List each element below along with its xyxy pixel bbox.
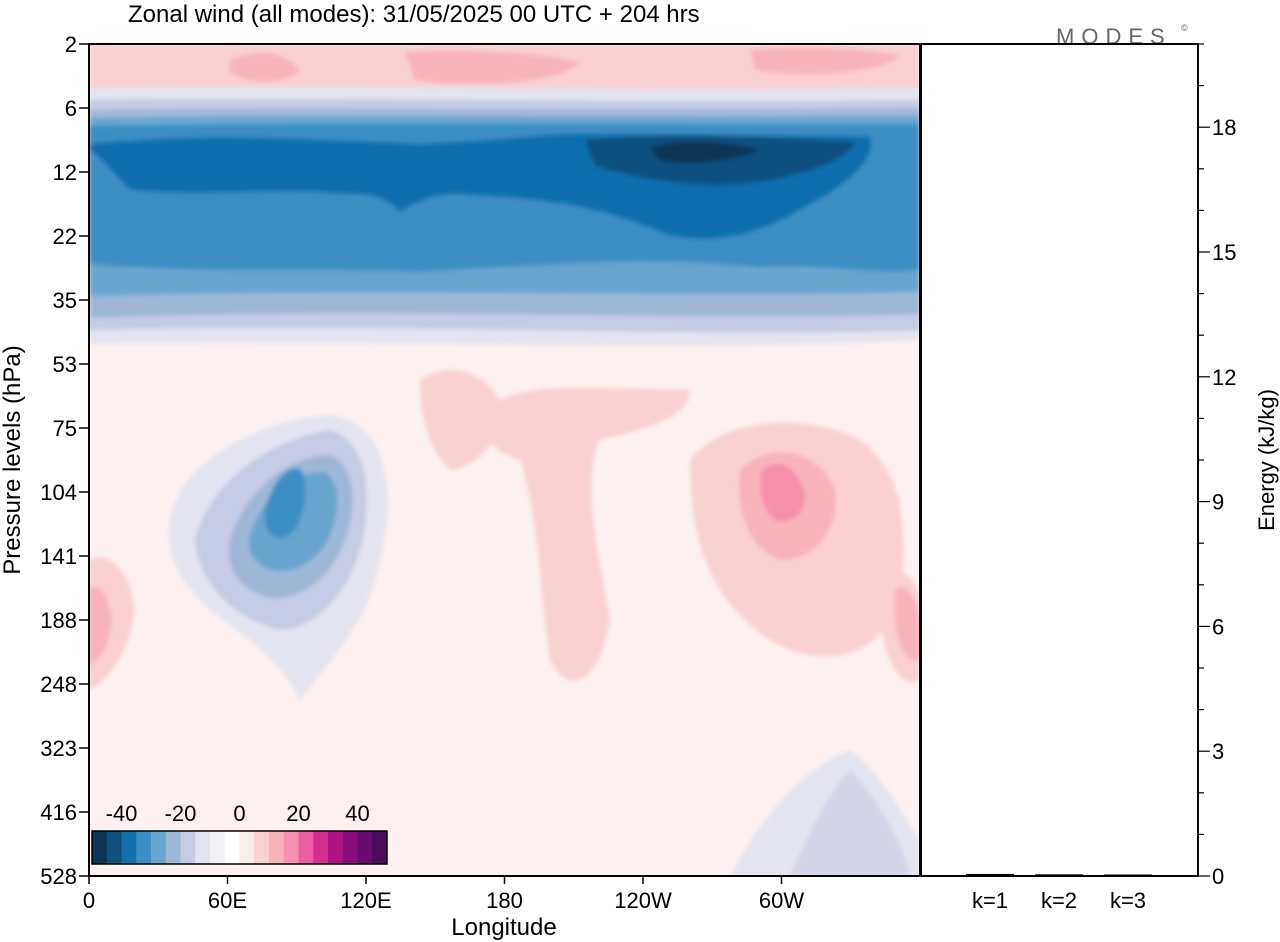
pressure-tick-label: 141 (40, 544, 77, 569)
colorbar-swatch (165, 831, 181, 864)
colorbar-swatch (151, 831, 167, 864)
longitude-tick-label: 120W (614, 888, 672, 913)
pressure-axis: 2 6 12 22 35 53 75 104 141 188 248 323 416 528 (40, 32, 89, 889)
colorbar-swatch (180, 831, 196, 864)
pressure-tick-label: 323 (40, 736, 77, 761)
pressure-tick-label: 22 (53, 224, 77, 249)
colorbar-swatch (342, 831, 358, 864)
pressure-tick-label: 6 (65, 96, 77, 121)
pressure-tick-label: 248 (40, 672, 77, 697)
pressure-tick-label: 188 (40, 608, 77, 633)
longitude-tick-label: 120E (340, 888, 391, 913)
wind-contour-panel (89, 44, 920, 876)
colorbar-tick-label: -20 (165, 801, 197, 826)
energy-bars: k=1 k=2 k=3 (966, 873, 1152, 913)
energy-tick-label: 15 (1212, 240, 1236, 265)
longitude-tick-label: 0 (83, 888, 95, 913)
colorbar-tick-label: 40 (345, 801, 369, 826)
colorbar-swatch (136, 831, 152, 864)
pressure-tick-label: 416 (40, 800, 77, 825)
longitude-tick-label: 60E (208, 888, 247, 913)
colorbar-swatch (239, 831, 255, 864)
energy-axis: 0 3 6 9 12 15 18 (1198, 43, 1236, 889)
pressure-tick-label: 35 (53, 288, 77, 313)
energy-category-label: k=3 (1110, 888, 1146, 913)
energy-bar (966, 873, 1014, 876)
colorbar-tick-label: 0 (233, 801, 245, 826)
colorbar-swatch (372, 831, 388, 864)
energy-bar (1104, 874, 1152, 876)
colorbar-swatch (357, 831, 373, 864)
energy-tick-label: 3 (1212, 739, 1224, 764)
pressure-tick-label: 104 (40, 480, 77, 505)
longitude-tick-label: 180 (486, 888, 523, 913)
pressure-tick-label: 2 (65, 32, 77, 57)
energy-tick-label: 12 (1212, 365, 1236, 390)
energy-axis-label: Energy (kJ/kg) (1254, 389, 1279, 531)
contour-fields (89, 44, 920, 876)
pressure-tick-label: 12 (53, 160, 77, 185)
pressure-tick-label: 75 (53, 416, 77, 441)
colorbar: -40 -20 0 20 40 (91, 801, 388, 865)
longitude-tick-label: 60W (759, 888, 804, 913)
colorbar-tick-label: 20 (286, 801, 310, 826)
energy-tick-label: 6 (1212, 614, 1224, 639)
colorbar-swatch (92, 831, 108, 864)
x-axis-label: Longitude (451, 914, 556, 941)
energy-tick-label: 9 (1212, 490, 1224, 515)
chart-title: Zonal wind (all modes): 31/05/2025 00 UT… (128, 1, 700, 28)
energy-category-label: k=1 (972, 888, 1008, 913)
colorbar-swatch (121, 831, 137, 864)
longitude-axis: 0 60E 120E 180 120W 60W (83, 876, 804, 913)
energy-bar (1035, 874, 1083, 876)
energy-plot-frame (920, 43, 1199, 877)
contour-core-min (650, 141, 760, 163)
energy-tick-label: 18 (1212, 115, 1236, 140)
energy-category-label: k=2 (1041, 888, 1077, 913)
colorbar-swatch (224, 831, 240, 864)
energy-tick-label: 0 (1212, 864, 1224, 889)
y-axis-label: Pressure levels (hPa) (0, 345, 26, 574)
colorbar-swatch (195, 831, 211, 864)
colorbar-frame (91, 830, 388, 865)
contour-surface-easterly-2 (790, 770, 910, 876)
contour-trop-pos-c (760, 464, 805, 522)
colorbar-swatch (210, 831, 226, 864)
contour-upper-westerly-b (230, 48, 900, 84)
colorbar-swatch (298, 831, 314, 864)
colorbar-swatch (106, 831, 122, 864)
pressure-tick-label: 528 (40, 864, 77, 889)
colorbar-swatch (283, 831, 299, 864)
colorbar-swatch (313, 831, 329, 864)
colorbar-tick-label: -40 (106, 801, 138, 826)
colorbar-swatch (328, 831, 344, 864)
contour-trop-pos-a (89, 369, 920, 690)
contour-easterly-3c (265, 468, 306, 538)
pressure-tick-label: 53 (53, 352, 77, 377)
modes-logo-mark: © (1181, 23, 1188, 33)
colorbar-swatch (254, 831, 270, 864)
colorbar-swatch (269, 831, 285, 864)
